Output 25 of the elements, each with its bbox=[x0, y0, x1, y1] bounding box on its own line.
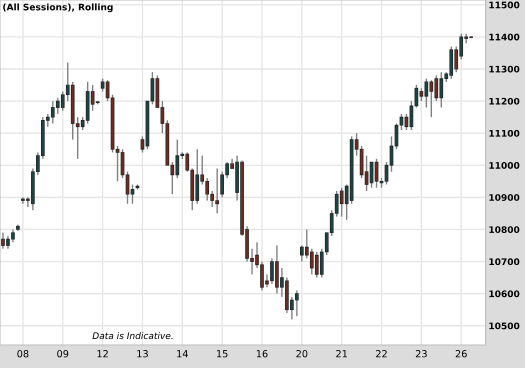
y-tick-label: 10600 bbox=[489, 290, 520, 298]
y-tick-label: 11200 bbox=[489, 98, 520, 105]
y-tick-label: 10500 bbox=[489, 322, 520, 330]
x-tick-label: 16 bbox=[256, 350, 268, 358]
x-tick-label: 09 bbox=[57, 350, 68, 358]
annotation: Data is Indicative. bbox=[92, 332, 173, 340]
y-tick-label: 11400 bbox=[489, 34, 520, 40]
x-tick-label: 21 bbox=[336, 350, 347, 358]
x-tick-label: 26 bbox=[456, 350, 467, 358]
y-tick-label: 11000 bbox=[489, 162, 520, 169]
chart-title: (All Sessions), Rolling bbox=[3, 3, 113, 12]
x-tick-label: 08 bbox=[17, 350, 28, 358]
x-tick-label: 20 bbox=[296, 350, 308, 358]
x-tick-label: 13 bbox=[137, 350, 148, 358]
y-tick-label: 11100 bbox=[489, 130, 520, 137]
x-tick-label: 15 bbox=[217, 350, 228, 358]
x-tick-label: 23 bbox=[416, 350, 427, 358]
x-tick-label: 22 bbox=[376, 350, 387, 358]
y-tick-label: 10900 bbox=[489, 194, 520, 201]
x-tick-label: 12 bbox=[97, 350, 108, 358]
y-tick-label: 10800 bbox=[489, 226, 520, 234]
y-tick-label: 11300 bbox=[489, 66, 520, 73]
y-tick-label: 10700 bbox=[489, 258, 520, 266]
y-tick-label: 11500 bbox=[489, 2, 520, 8]
x-tick-label: 14 bbox=[177, 350, 188, 358]
